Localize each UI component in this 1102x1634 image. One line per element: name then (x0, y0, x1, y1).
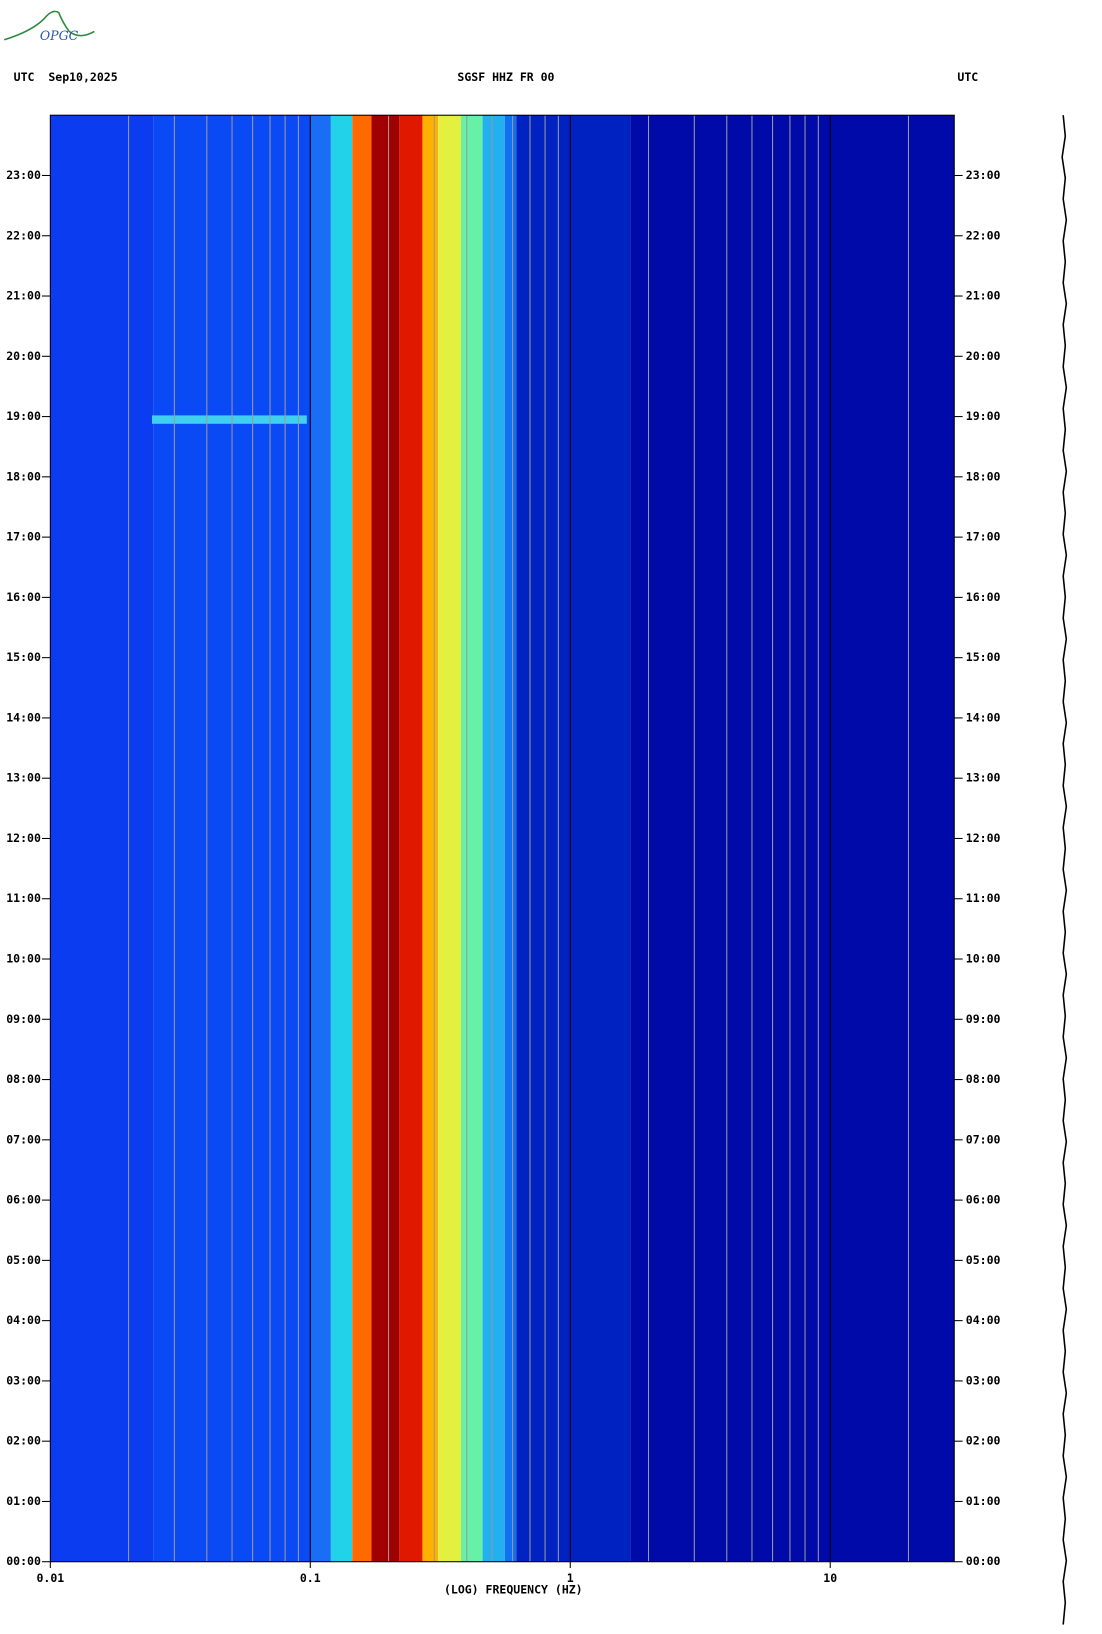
x-axis-label: (LOG) FREQUENCY (HZ) (444, 1583, 583, 1597)
y-tick-label-left: 01:00 (6, 1494, 41, 1508)
y-tick-label-right: 00:00 (966, 1554, 1001, 1568)
y-tick-label-right: 14:00 (966, 710, 1001, 724)
y-tick-label-right: 20:00 (966, 349, 1001, 363)
y-tick-label-right: 23:00 (966, 168, 1001, 182)
spectral-band (504, 115, 517, 1562)
y-tick-label-left: 13:00 (6, 771, 41, 785)
spectral-band (50, 115, 154, 1562)
y-tick-label-right: 06:00 (966, 1193, 1001, 1207)
y-tick-label-left: 17:00 (6, 530, 41, 544)
y-tick-label-left: 04:00 (6, 1313, 41, 1327)
y-tick-label-left: 07:00 (6, 1132, 41, 1146)
y-tick-label-right: 03:00 (966, 1373, 1001, 1387)
y-tick-label-left: 15:00 (6, 650, 41, 664)
y-tick-label-left: 02:00 (6, 1434, 41, 1448)
y-tick-label-right: 18:00 (966, 469, 1001, 483)
logo-curve (4, 10, 95, 41)
y-tick-label-right: 09:00 (966, 1012, 1001, 1026)
y-tick-label-right: 08:00 (966, 1072, 1001, 1086)
spectral-band (516, 115, 631, 1562)
spectral-band (422, 115, 439, 1562)
y-tick-label-left: 16:00 (6, 590, 41, 604)
logo-text: OPGC (40, 28, 79, 43)
event-streak (151, 415, 307, 424)
y-tick-label-right: 04:00 (966, 1313, 1001, 1327)
y-tick-label-right: 17:00 (966, 530, 1001, 544)
waveform-trace (1061, 115, 1068, 1625)
y-tick-label-left: 18:00 (6, 469, 41, 483)
x-tick-label: 0.01 (36, 1571, 64, 1585)
y-tick-label-right: 16:00 (966, 590, 1001, 604)
spectral-band (630, 115, 955, 1562)
y-tick-label-left: 14:00 (6, 710, 41, 724)
logo: OPGC (4, 10, 95, 43)
spectral-band (352, 115, 372, 1562)
y-tick-label-left: 23:00 (6, 168, 41, 182)
spectral-band (482, 115, 505, 1562)
spectral-band (399, 115, 423, 1562)
y-tick-label-right: 13:00 (966, 771, 1001, 785)
y-tick-label-right: 21:00 (966, 289, 1001, 303)
y-tick-label-left: 09:00 (6, 1012, 41, 1026)
y-tick-label-left: 00:00 (6, 1554, 41, 1568)
x-tick-label: 1 (567, 1571, 574, 1585)
y-tick-label-right: 02:00 (966, 1434, 1001, 1448)
spectral-band (330, 115, 353, 1562)
y-tick-label-left: 22:00 (6, 228, 41, 242)
y-tick-label-left: 21:00 (6, 289, 41, 303)
spectral-band (438, 115, 462, 1562)
y-tick-label-left: 20:00 (6, 349, 41, 363)
x-tick-label: 0.1 (300, 1571, 321, 1585)
y-tick-label-left: 10:00 (6, 952, 41, 966)
y-tick-label-right: 10:00 (966, 952, 1001, 966)
y-tick-label-left: 03:00 (6, 1373, 41, 1387)
y-tick-label-left: 05:00 (6, 1253, 41, 1267)
y-tick-label-right: 15:00 (966, 650, 1001, 664)
y-tick-label-right: 12:00 (966, 831, 1001, 845)
y-tick-label-right: 19:00 (966, 409, 1001, 423)
y-tick-label-right: 11:00 (966, 891, 1001, 905)
y-tick-label-left: 19:00 (6, 409, 41, 423)
spectral-band (461, 115, 483, 1562)
spectral-band (371, 115, 400, 1562)
y-tick-label-left: 08:00 (6, 1072, 41, 1086)
chart-title: SGSF HHZ FR 00 (457, 70, 554, 84)
title-left: UTC Sep10,2025 (14, 70, 118, 84)
y-tick-label-right: 22:00 (966, 228, 1001, 242)
y-tick-label-left: 11:00 (6, 891, 41, 905)
title-right: UTC (957, 70, 978, 84)
y-tick-label-right: 01:00 (966, 1494, 1001, 1508)
y-tick-label-left: 06:00 (6, 1193, 41, 1207)
y-tick-label-right: 05:00 (966, 1253, 1001, 1267)
x-tick-label: 10 (823, 1571, 837, 1585)
y-tick-label-left: 12:00 (6, 831, 41, 845)
y-tick-label-right: 07:00 (966, 1132, 1001, 1146)
spectral-band (310, 115, 331, 1562)
